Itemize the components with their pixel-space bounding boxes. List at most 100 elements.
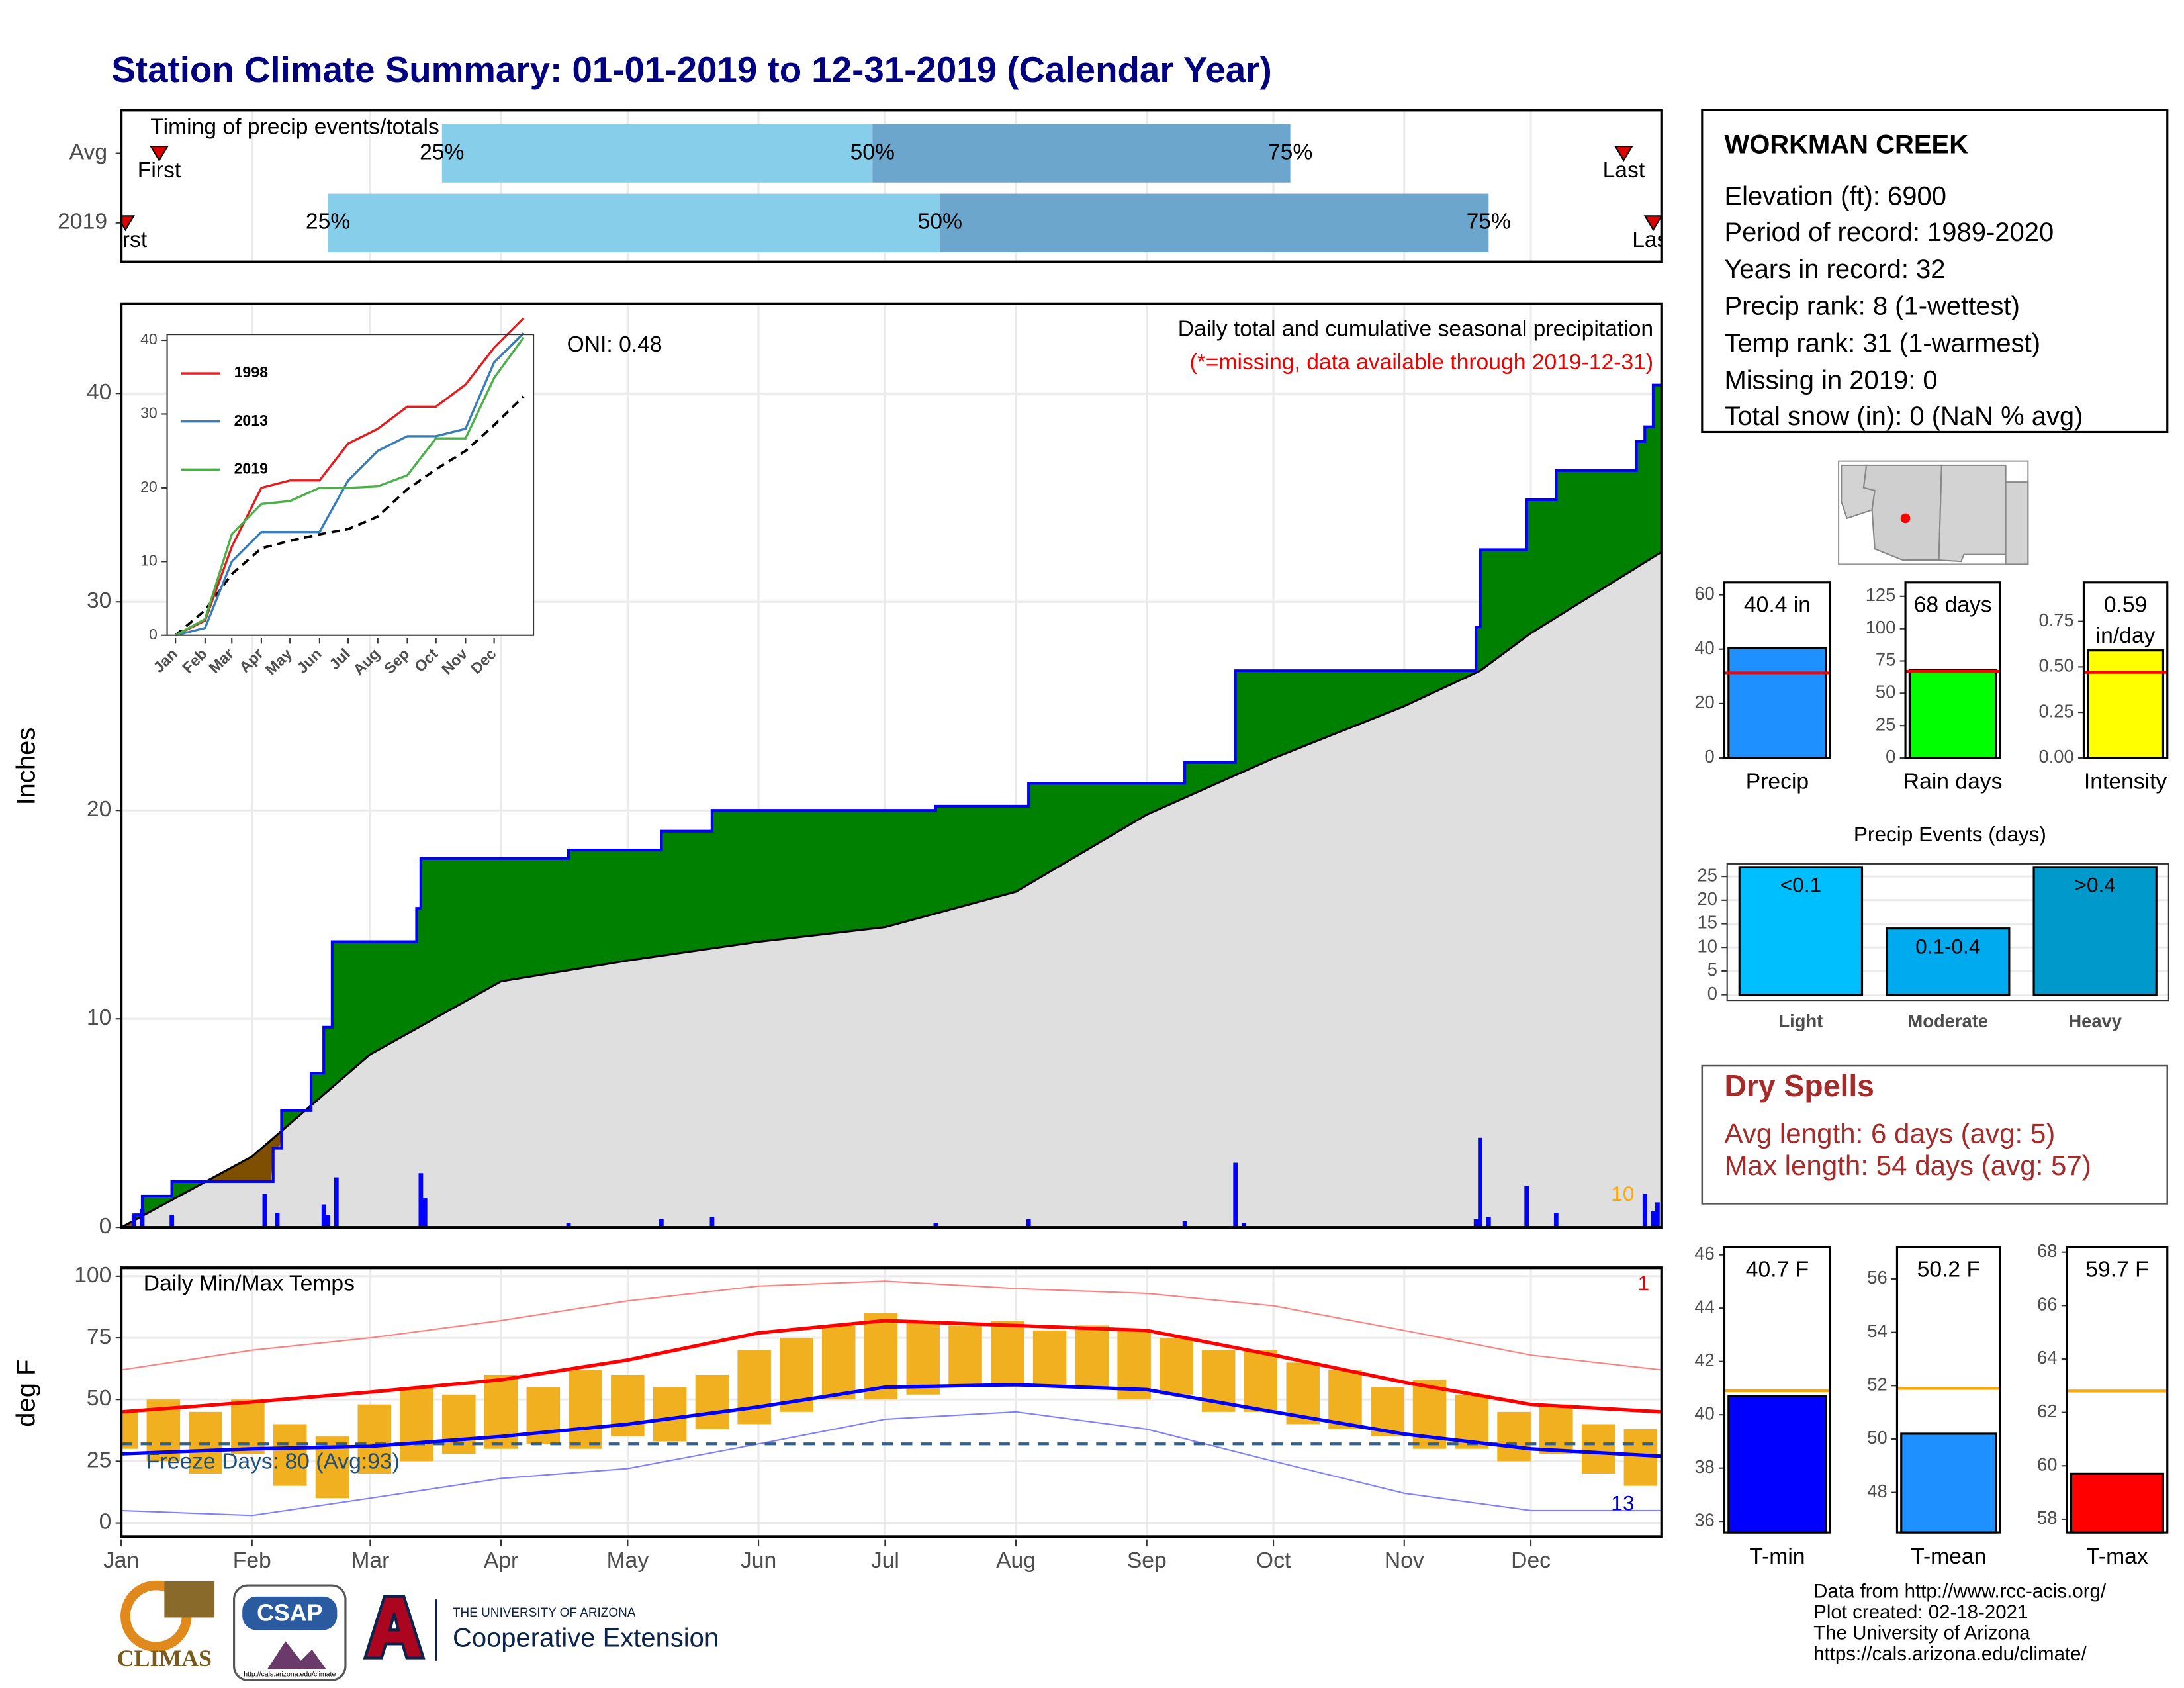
- csap-text: CSAP: [257, 1600, 322, 1626]
- plot-frame: [119, 1266, 1663, 1538]
- timing-bar: [940, 193, 1489, 252]
- bar-label: 0.1-0.4: [1915, 934, 1980, 958]
- credit-line: The University of Arizona: [1813, 1622, 2030, 1644]
- y-tick-label: 0.50: [2039, 655, 2074, 676]
- y-tick-label: 48: [1867, 1481, 1887, 1501]
- plot-frame: [1723, 581, 1832, 759]
- daily-bar: [1651, 1210, 1656, 1228]
- y-tick-label: 0.00: [2039, 746, 2074, 767]
- daily-bar: [422, 1198, 428, 1228]
- dry-spells-box: [1701, 1064, 2169, 1205]
- normal-max-line: [121, 1319, 1662, 1414]
- station-line: Missing in 2019: 0: [1724, 365, 1937, 395]
- y-tick-label: 10: [1698, 935, 1717, 956]
- daily-bar: [1242, 1223, 1246, 1228]
- y-tick-label: 0: [1707, 983, 1717, 1004]
- daily-bar: [1026, 1219, 1031, 1228]
- plot-area: 25% 50% 75% First Last 25% 50% 75% First Last: [121, 110, 1662, 262]
- dry-spells-line: Max length: 54 days (avg: 57): [1724, 1150, 2091, 1181]
- category-label: Intensity: [2084, 770, 2167, 794]
- y-tick-label: 38: [1694, 1456, 1714, 1477]
- daily-range-bar: [821, 1325, 856, 1400]
- y-tick-label: 40: [140, 330, 158, 348]
- quantile-label: 75%: [1268, 140, 1312, 164]
- x-tick-label: Jul: [871, 1548, 899, 1573]
- daily-range-bar: [1244, 1350, 1278, 1412]
- y-tick-label: 5: [1707, 959, 1717, 980]
- y-tick-label: 25: [87, 1448, 111, 1472]
- chart-title: Precip Events (days): [1854, 822, 2046, 846]
- station-info: Elevation (ft): 6900 Period of record: 1…: [1724, 181, 2083, 431]
- value-label: 40.4 in: [1744, 592, 1811, 617]
- x-tick-label: Nov: [1385, 1548, 1424, 1573]
- legend-label: 1998: [234, 363, 269, 381]
- y-tick-label: 62: [2037, 1401, 2057, 1421]
- value-label: 68 days: [1914, 592, 1992, 617]
- value-label: 59.7 F: [2085, 1257, 2148, 1282]
- timing-bar: [872, 124, 1291, 183]
- average-fill: [121, 551, 1662, 1228]
- legend-label: 2019: [234, 459, 269, 477]
- y-tick-label: 100: [1866, 617, 1896, 637]
- daily-bar: [1655, 1202, 1660, 1228]
- credit-line: https://cals.arizona.edu/climate/: [1813, 1643, 2087, 1665]
- station-line: Precip rank: 8 (1-wettest): [1724, 292, 2019, 321]
- category-label: T-min: [1749, 1544, 1805, 1569]
- y-tick-label: 0: [1705, 746, 1715, 767]
- x-tick-label: Heavy: [2068, 1011, 2122, 1031]
- station-box: [1701, 109, 2169, 434]
- y-tick-label: 0: [149, 626, 158, 643]
- x-tick-label: Oct: [1256, 1548, 1291, 1573]
- bar: [1727, 647, 1827, 759]
- daily-bar: [1524, 1186, 1529, 1228]
- plot-frame: [1904, 581, 2001, 759]
- x-tick-label: Mar: [351, 1548, 389, 1573]
- plot-frame: [166, 334, 535, 636]
- daily-bar: [275, 1213, 280, 1228]
- y-tick-label: 46: [1694, 1243, 1714, 1264]
- daily-range-bar: [906, 1320, 940, 1395]
- value-label: 50.2 F: [1917, 1257, 1980, 1282]
- daily-range-bar: [231, 1399, 265, 1454]
- quantile-label: 25%: [420, 140, 464, 164]
- daily-bar: [140, 1208, 145, 1228]
- daily-bar: [169, 1215, 174, 1228]
- y-tick-label: 50: [87, 1386, 111, 1411]
- series-line: [175, 336, 525, 637]
- y-tick-label: 66: [2037, 1294, 2057, 1315]
- climas-block: [164, 1581, 215, 1618]
- y-tick-label: 0: [99, 1509, 112, 1534]
- y-tick-label: 44: [1694, 1296, 1714, 1317]
- plot-frame: [1895, 1246, 2001, 1534]
- average-line: [121, 551, 1662, 1228]
- event-marker: [1643, 215, 1662, 232]
- y-tick-label: 50: [1876, 682, 1895, 702]
- plot-frame: [119, 302, 1663, 1229]
- event-label: First: [138, 158, 181, 183]
- y-tick-label: 52: [1867, 1374, 1887, 1395]
- daily-range-bar: [948, 1325, 982, 1387]
- bar: [1738, 866, 1864, 996]
- cumulative-line: [121, 383, 1662, 1228]
- bar: [1908, 669, 1997, 759]
- daily-range-bar: [611, 1374, 645, 1437]
- y-tick-label: 58: [2037, 1507, 2057, 1528]
- plot-frame: [1723, 1246, 1832, 1534]
- y-tick-label: 60: [1694, 583, 1714, 604]
- ua-main: Cooperative Extension: [453, 1624, 719, 1653]
- x-tick-label: Jun: [741, 1548, 776, 1573]
- y-tick-label: 10: [87, 1006, 111, 1030]
- row-label: Avg: [69, 140, 107, 164]
- daily-bar: [418, 1173, 424, 1228]
- daily-range-bar: [273, 1424, 307, 1486]
- y-tick-label: 40: [1694, 1403, 1714, 1423]
- plot-frame: [2082, 581, 2169, 759]
- climas-text: CLIMAS: [117, 1645, 212, 1671]
- timing-bar: [328, 193, 940, 252]
- y-axis-title: deg F: [12, 1360, 41, 1427]
- credit-line: Data from http://www.rcc-acis.org/: [1813, 1580, 2107, 1602]
- plot-frame: [2066, 1246, 2169, 1534]
- daily-bar: [566, 1223, 571, 1228]
- category-label: T-max: [2086, 1544, 2148, 1569]
